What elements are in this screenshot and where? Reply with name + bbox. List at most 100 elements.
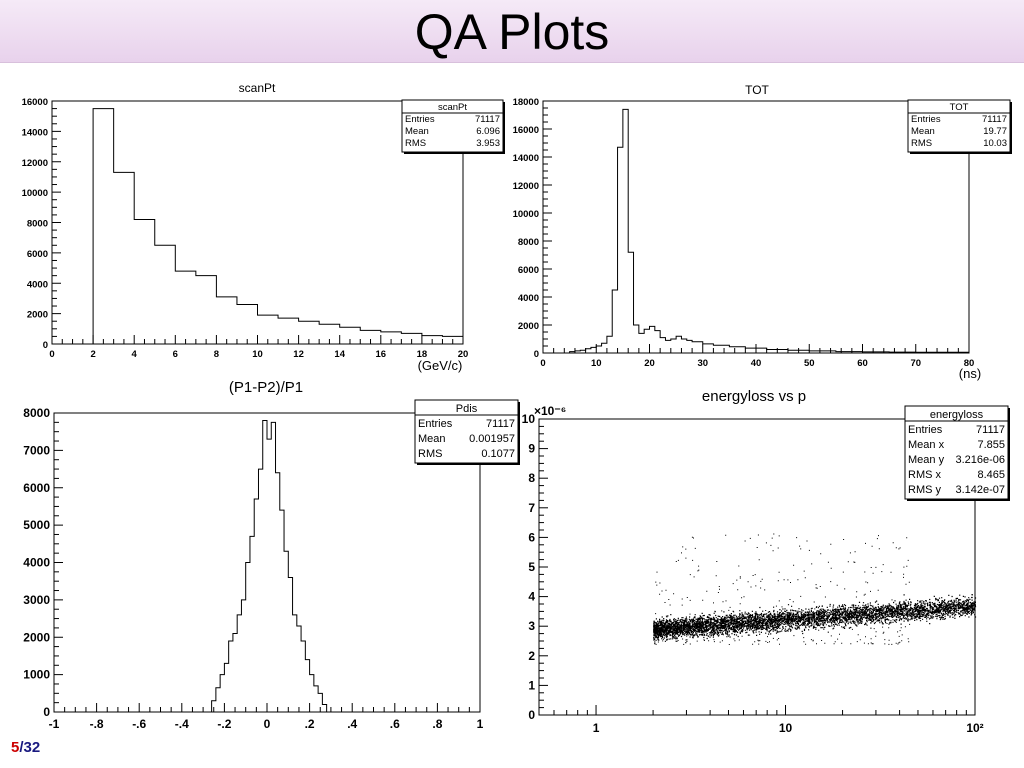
stats-row-value: 3.953 — [476, 138, 500, 149]
y-tick-label: 10 — [522, 412, 536, 426]
x-tick-label: 0 — [49, 349, 54, 360]
chart-title: (P1-P2)/P1 — [229, 379, 303, 396]
x-tick-label: -1 — [49, 717, 60, 731]
stats-row-value: 3.142e-07 — [955, 484, 1005, 496]
stats-row-value: 10.03 — [983, 138, 1007, 149]
x-tick-label: 40 — [751, 358, 762, 369]
y-tick-label: 2000 — [27, 310, 48, 321]
chart-title: scanPt — [239, 81, 276, 95]
x-tick-label: 18 — [417, 349, 428, 360]
page-total: 32 — [23, 739, 41, 756]
y-tick-label: 2000 — [518, 321, 539, 332]
y-tick-label: 1 — [528, 678, 535, 692]
y-tick-label: 4 — [528, 590, 535, 604]
y-tick-label: 8 — [528, 471, 535, 485]
x-tick-label: 20 — [644, 358, 655, 369]
stats-row-value: 7.855 — [977, 439, 1005, 451]
y-tick-label: 0 — [528, 708, 535, 722]
stats-row-value: 6.096 — [476, 126, 500, 137]
y-tick-label: 0 — [43, 705, 50, 719]
stats-row-label: RMS — [911, 138, 932, 149]
y-tick-label: 2000 — [23, 630, 50, 644]
y-tick-label: 12000 — [513, 181, 539, 192]
y-tick-label: 14000 — [513, 153, 539, 164]
y-tick-label: 3000 — [23, 593, 50, 607]
chart-title: energyloss vs p — [702, 388, 806, 405]
y-tick-label: 8000 — [518, 237, 539, 248]
y-tick-label: 6000 — [23, 481, 50, 495]
page-current: 5 — [11, 739, 20, 756]
stats-row-value: 71117 — [486, 418, 515, 430]
x-tick-label: 0 — [540, 358, 545, 369]
x-tick-label: 60 — [857, 358, 868, 369]
stats-box-name: TOT — [950, 102, 969, 113]
stats-row-label: RMS y — [908, 484, 942, 496]
x-tick-label: 16 — [376, 349, 387, 360]
y-tick-label: 9 — [528, 442, 535, 456]
stats-row-label: Mean — [911, 126, 935, 137]
stats-box-name: energyloss — [930, 409, 984, 421]
y-tick-label: 0 — [43, 340, 48, 351]
stats-row-value: 19.77 — [983, 126, 1007, 137]
stats-row-label: RMS — [405, 138, 426, 149]
y-tick-label: 16000 — [22, 97, 48, 108]
stats-box — [414, 399, 519, 464]
scatter-energyloss: energyloss vs p 0 1 2 3 4 5 6 7 8 9 10 1 10 10² ×10⁻⁶ en… — [522, 388, 1010, 735]
x-tick-label: .4 — [347, 717, 357, 731]
stats-row-label: Mean — [405, 126, 429, 137]
x-tick-label: 50 — [804, 358, 815, 369]
x-axis-label: (GeV/c) — [418, 358, 463, 373]
stats-row-value: 71117 — [982, 114, 1007, 125]
x-tick-label: 8 — [214, 349, 219, 360]
y-tick-label: 4000 — [518, 293, 539, 304]
y-tick-label: 7 — [528, 501, 535, 515]
stats-box-name: scanPt — [438, 102, 467, 113]
stats-row-label: Entries — [418, 418, 453, 430]
y-tick-label: 8000 — [27, 219, 48, 230]
x-tick-label: .2 — [305, 717, 315, 731]
x-tick-label: 12 — [293, 349, 304, 360]
y-tick-label: 18000 — [513, 97, 539, 108]
y-tick-label: 10000 — [513, 209, 539, 220]
page-separator: / — [19, 739, 24, 756]
x-tick-label: 20 — [458, 349, 469, 360]
x-tick-label: 70 — [910, 358, 921, 369]
x-tick-label: 0 — [264, 717, 271, 731]
x-tick-label: -.6 — [132, 717, 146, 731]
x-tick-label: 4 — [132, 349, 138, 360]
y-tick-label: 3 — [528, 619, 535, 633]
x-tick-label: 80 — [964, 358, 975, 369]
stats-box — [401, 99, 504, 153]
x-tick-label: 2 — [90, 349, 95, 360]
stats-row-label: Entries — [405, 114, 435, 125]
scatter-points — [653, 533, 977, 645]
chart-title: TOT — [745, 83, 769, 97]
y-tick-label: 4000 — [23, 556, 50, 570]
y-tick-label: 6000 — [27, 249, 48, 260]
stats-row-value: 0.1077 — [481, 448, 515, 460]
stats-row-value: 71117 — [976, 424, 1005, 436]
x-tick-label: 10 — [779, 721, 793, 735]
x-tick-label: 14 — [334, 349, 345, 360]
y-tick-label: 5000 — [23, 518, 50, 532]
histogram-pdis: (P1-P2)/P1 0 1000 2000 3000 4000 5000 6000 7000 8… — [23, 379, 520, 731]
x-tick-label: 1 — [477, 717, 484, 731]
stats-row-value: 3.216e-06 — [955, 454, 1005, 466]
slide-title: QA Plots — [414, 4, 610, 60]
y-tick-label: 16000 — [513, 125, 539, 136]
slide-number: 5/32 — [11, 739, 40, 756]
y-axis-multiplier: ×10⁻⁶ — [534, 404, 566, 418]
x-tick-label: 30 — [697, 358, 708, 369]
x-tick-label: -.8 — [90, 717, 104, 731]
stats-row-value: 71117 — [475, 114, 500, 125]
x-tick-label: 1 — [593, 721, 600, 735]
stats-row-label: RMS — [418, 448, 442, 460]
x-tick-label: 10 — [252, 349, 263, 360]
x-tick-label: -.2 — [217, 717, 231, 731]
stats-row-label: Mean x — [908, 439, 945, 451]
stats-row-label: Mean — [418, 433, 446, 445]
y-tick-label: 12000 — [22, 158, 48, 169]
y-tick-label: 5 — [528, 560, 535, 574]
x-tick-label: -.4 — [175, 717, 189, 731]
y-tick-label: 14000 — [22, 127, 48, 138]
